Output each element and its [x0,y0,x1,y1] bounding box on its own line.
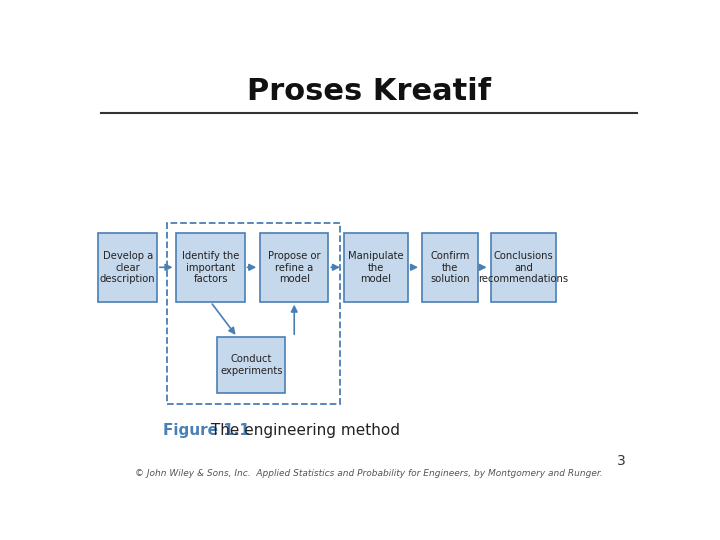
FancyBboxPatch shape [99,233,157,302]
Text: Figure 1.1: Figure 1.1 [163,423,249,438]
FancyBboxPatch shape [344,233,408,302]
Text: © John Wiley & Sons, Inc.  Applied Statistics and Probability for Engineers, by : © John Wiley & Sons, Inc. Applied Statis… [135,469,603,477]
Text: Manipulate
the
model: Manipulate the model [348,251,404,284]
FancyBboxPatch shape [176,233,245,302]
Text: 3: 3 [617,454,626,468]
FancyBboxPatch shape [422,233,478,302]
Text: Conclusions
and
recommendations: Conclusions and recommendations [479,251,569,284]
Text: Develop a
clear
description: Develop a clear description [100,251,156,284]
FancyBboxPatch shape [217,337,285,393]
Text: Propose or
refine a
model: Propose or refine a model [268,251,320,284]
Text: The engineering method: The engineering method [206,423,400,438]
Text: Proses Kreatif: Proses Kreatif [247,77,491,106]
Text: Confirm
the
solution: Confirm the solution [430,251,469,284]
Text: Identify the
important
factors: Identify the important factors [182,251,239,284]
FancyBboxPatch shape [490,233,557,302]
Text: Conduct
experiments: Conduct experiments [220,354,282,376]
FancyBboxPatch shape [260,233,328,302]
